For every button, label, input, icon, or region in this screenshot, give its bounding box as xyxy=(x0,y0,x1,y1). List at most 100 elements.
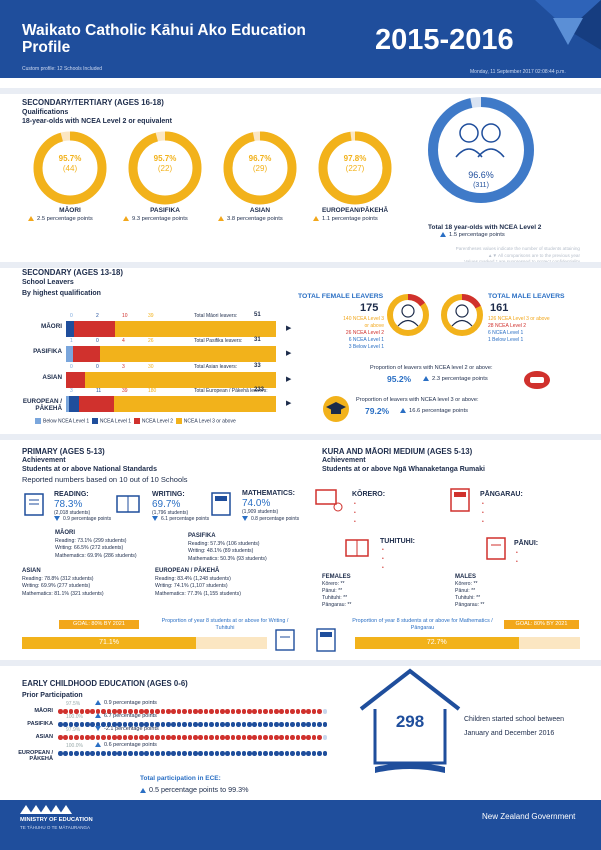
ece-dot xyxy=(225,735,230,740)
section-title-ece: EARLY CHILDHOOD EDUCATION (AGES 0-6) xyxy=(22,679,188,688)
donut-arc xyxy=(33,131,107,205)
ece-dot xyxy=(220,722,225,727)
ece-dot xyxy=(203,722,209,727)
ece-dot xyxy=(128,751,133,756)
female-title: TOTAL FEMALE LEAVERS xyxy=(298,293,384,300)
people-icon xyxy=(455,123,505,158)
reading-delta-text: 0.9 percentage points xyxy=(63,516,112,522)
ece-row-delta-text: 0.6 percentage points xyxy=(104,742,157,748)
segment-label: 0 xyxy=(96,338,99,344)
ece-dot xyxy=(279,735,284,740)
ece-dot xyxy=(155,751,160,756)
reading-n: (2,018 students) xyxy=(54,510,91,516)
females-line: Pāngarau: ** xyxy=(322,602,352,608)
ece-dot xyxy=(322,751,328,756)
segment-label: 0 xyxy=(70,364,73,370)
group-label: MĀORI xyxy=(59,207,81,214)
ece-dot xyxy=(187,751,193,756)
ece-dot xyxy=(106,735,112,740)
ece-dot xyxy=(301,751,306,756)
donut-pct: 95.7% xyxy=(58,154,82,163)
moe-maori: TE TĀHUHU O TE MĀTAURANGA xyxy=(20,825,91,830)
ece-dot xyxy=(139,709,144,714)
male-line: 1 Below Level 1 xyxy=(488,337,524,343)
ece-dot xyxy=(182,709,187,714)
ece-dot xyxy=(257,735,263,740)
group-label: EUROPEAN / PĀKEHĀ xyxy=(155,568,220,574)
section-title-secondary: SECONDARY (AGES 13-18) xyxy=(22,268,123,277)
ece-row-label: PASIFIKA xyxy=(27,721,53,727)
maths-delta: 0.8 percentage points xyxy=(242,516,299,522)
segment-label: 1 xyxy=(70,338,73,344)
report-datetime: Monday, 11 September 2017 02:08:44 p.m. xyxy=(470,69,566,75)
group-label: EUROPEAN/PĀKEHĀ xyxy=(321,207,389,214)
segment-label: 26 xyxy=(148,338,154,344)
footnote-1: Parentheses values indicate the number o… xyxy=(455,246,580,251)
kura-males: MALES Kōrero: ** Pānui: ** Tuhituhi: ** … xyxy=(455,574,484,609)
group-line: Writing: 69.9% (277 students) xyxy=(22,583,91,589)
ece-dot xyxy=(193,722,198,727)
ece-row-delta: -2.1 percentage points xyxy=(95,726,159,732)
writing-n: (1,796 students) xyxy=(152,510,189,516)
row-arrow-icon: ▶ xyxy=(286,400,292,407)
up-arrow-icon xyxy=(313,216,319,221)
l2-label: Proportion of leavers with NCEA level 2 … xyxy=(370,365,493,371)
row-total: 33 xyxy=(254,363,261,369)
writing-label: WRITING: xyxy=(152,491,185,498)
ece-dot xyxy=(90,722,95,727)
ece-dot xyxy=(117,735,122,740)
divider xyxy=(0,660,601,666)
group-line: Reading: 73.1% (299 students) xyxy=(55,537,127,544)
primary-goal-badge: GOAL: 80% BY 2021 xyxy=(59,620,139,629)
group-donut xyxy=(223,131,297,205)
ece-dot xyxy=(198,751,203,756)
ece-dot xyxy=(187,709,193,714)
qualifications-desc: 18-year-olds with NCEA Level 2 or equiva… xyxy=(22,118,172,125)
ece-dot xyxy=(90,751,95,756)
group-delta-text: 1.1 percentage points xyxy=(322,216,378,223)
row-total-label: Total Pasifika leavers: xyxy=(194,338,243,344)
kura-goal-track: 72.7% xyxy=(355,637,580,649)
male-donut xyxy=(441,294,483,336)
ece-dot xyxy=(193,709,198,714)
ece-dot xyxy=(295,751,301,756)
ece-dot xyxy=(176,709,182,714)
prior-participation: Prior Participation xyxy=(22,692,83,699)
female-total: 175 xyxy=(360,302,379,314)
ece-dot xyxy=(252,735,257,740)
maths-delta-text: 0.8 percentage points xyxy=(251,516,300,522)
up-arrow-icon xyxy=(28,216,34,221)
ece-dot xyxy=(268,735,274,740)
ece-dot xyxy=(230,722,236,727)
korero-values: • • • xyxy=(354,501,356,525)
footnotes: Parentheses values indicate the number o… xyxy=(420,246,580,266)
ece-dot xyxy=(247,751,252,756)
divider xyxy=(0,88,601,94)
group-line: Writing: 74.1% (1,107 students) xyxy=(155,583,228,589)
ece-dot xyxy=(101,709,106,714)
ece-dot xyxy=(144,722,149,727)
ece-dot xyxy=(284,709,290,714)
ece-dot xyxy=(263,735,268,740)
ece-dot xyxy=(225,709,230,714)
ece-dot xyxy=(95,735,101,740)
kura-goal-fill: 72.7% xyxy=(355,637,519,649)
ece-dot xyxy=(139,735,144,740)
ece-dot xyxy=(290,751,295,756)
segment-label: 39 xyxy=(122,388,128,394)
moe-name: MINISTRY OF EDUCATION xyxy=(20,817,93,823)
ece-dot xyxy=(247,735,252,740)
ece-dot xyxy=(257,722,263,727)
primary-achievement: Achievement xyxy=(22,457,66,464)
group-line: Mathematics: 77.3% (1,155 students) xyxy=(155,590,241,597)
footnote-2: ▲▼ All comparisons are to the previous y… xyxy=(487,252,580,258)
ece-dot xyxy=(214,709,220,714)
primary-goal-fill: 71.1% xyxy=(22,637,197,649)
ece-dot xyxy=(284,735,290,740)
legend-label: NCEA Level 1 xyxy=(99,418,132,425)
writing-delta-text: 6.1 percentage points xyxy=(161,516,210,522)
up-arrow-icon xyxy=(400,408,406,413)
ece-dot xyxy=(182,735,187,740)
ece-dot xyxy=(203,735,209,740)
bar-segment xyxy=(66,396,69,412)
